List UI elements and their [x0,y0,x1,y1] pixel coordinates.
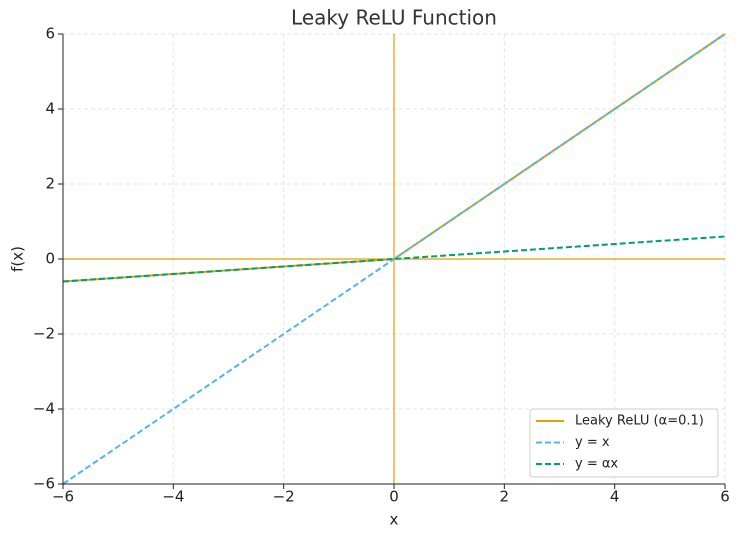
y-tick-label: 6 [45,25,55,43]
legend-label: y = x [575,435,610,450]
y-tick-label: 2 [45,175,55,193]
y-tick-label: 0 [45,250,55,268]
x-tick-label: −6 [52,488,74,506]
x-tick-label: 0 [389,488,399,506]
x-tick-label: 6 [720,488,730,506]
y-tick-label: −4 [33,400,55,418]
y-axis-label: f(x) [9,246,27,272]
legend-label: y = αx [575,457,618,472]
x-tick-label: −2 [273,488,295,506]
y-tick-label: −6 [33,475,55,493]
x-tick-label: 4 [610,488,620,506]
x-axis-label: x [390,511,399,529]
legend-box [529,408,719,478]
x-tick-label: 2 [500,488,510,506]
x-tick-label: −4 [162,488,184,506]
chart-title: Leaky ReLU Function [291,6,497,30]
legend-label: Leaky ReLU (α=0.1) [575,414,704,429]
y-tick-label: 4 [45,100,55,118]
line-series [62,235,726,283]
line-series [62,33,726,485]
y-tick-label: −2 [33,325,55,343]
